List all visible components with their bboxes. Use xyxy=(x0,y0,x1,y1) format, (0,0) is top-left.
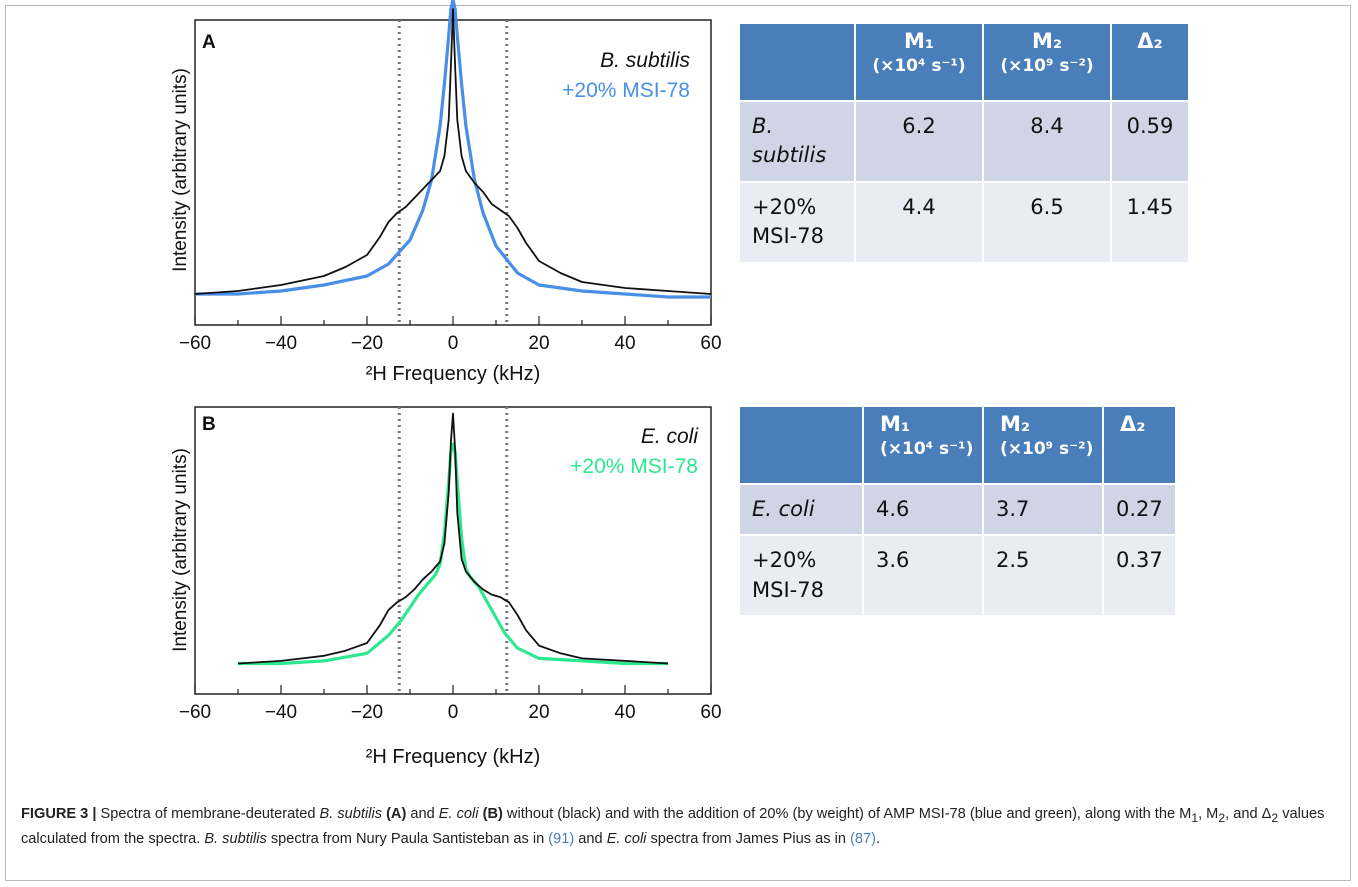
x-axis-ticks xyxy=(194,316,712,325)
cell-delta2: 0.27 xyxy=(1104,485,1175,535)
header-m2: M₂ (×10⁹ s⁻²) xyxy=(984,407,1102,483)
cell-m2: 6.5 xyxy=(984,182,1110,262)
legend-black-label: E. coli xyxy=(641,425,700,448)
cell-m1: 4.6 xyxy=(864,485,982,535)
cell-m1: 4.4 xyxy=(856,182,982,262)
x-tick-label: −40 xyxy=(265,702,297,723)
cell-m2: 8.4 xyxy=(984,102,1110,181)
x-axis-label: ²H Frequency (kHz) xyxy=(366,363,540,385)
x-tick-label: 20 xyxy=(528,333,549,354)
x-tick-label: 0 xyxy=(448,333,459,354)
y-axis-label: Intensity (arbitrary units) xyxy=(170,448,191,652)
cell-delta2: 0.37 xyxy=(1104,536,1175,616)
x-tick-label: 60 xyxy=(700,702,721,723)
row-label: B. subtilis xyxy=(740,102,854,181)
x-tick-label: 60 xyxy=(700,333,721,354)
header-delta2: Δ₂ xyxy=(1112,24,1188,100)
row-label: E. coli xyxy=(740,485,862,535)
series-line-blue xyxy=(195,0,711,299)
legend-color-label: +20% MSI-78 xyxy=(570,455,698,478)
panel-label: B xyxy=(202,414,216,435)
cell-m2: 2.5 xyxy=(984,536,1102,616)
x-tick-label: −20 xyxy=(351,702,383,723)
moments-table-b: M₁ (×10⁴ s⁻¹) M₂ (×10⁹ s⁻²) Δ₂ E. coli 4.6… xyxy=(738,405,1177,617)
row-label: +20% MSI-78 xyxy=(740,182,854,262)
table-header-row: M₁ (×10⁴ s⁻¹) M₂ (×10⁹ s⁻²) Δ₂ xyxy=(740,24,1188,100)
cell-m1: 6.2 xyxy=(856,102,982,181)
header-delta2: Δ₂ xyxy=(1104,407,1175,483)
x-tick-label: −60 xyxy=(179,333,211,354)
header-blank xyxy=(740,407,862,483)
cell-m2: 3.7 xyxy=(984,485,1102,535)
table-row: +20% MSI-78 3.6 2.5 0.37 xyxy=(740,536,1175,616)
x-axis-label: ²H Frequency (kHz) xyxy=(366,746,540,768)
panel-label: A xyxy=(202,32,216,53)
series-line-green xyxy=(238,442,668,666)
x-tick-label: −40 xyxy=(265,333,297,354)
moments-table-a: M₁ (×10⁴ s⁻¹) M₂ (×10⁹ s⁻²) Δ₂ B. subtilis… xyxy=(738,22,1190,264)
x-tick-label: −60 xyxy=(179,702,211,723)
series-line-black xyxy=(194,8,712,295)
reference-link[interactable]: (87) xyxy=(850,830,876,847)
row-label: +20% MSI-78 xyxy=(740,536,862,616)
cell-m1: 3.6 xyxy=(864,536,982,616)
cell-delta2: 1.45 xyxy=(1112,182,1188,262)
cell-delta2: 0.59 xyxy=(1112,102,1188,181)
x-tick-label: 40 xyxy=(614,702,635,723)
x-tick-label: 40 xyxy=(614,333,635,354)
table-row: B. subtilis 6.2 8.4 0.59 xyxy=(740,102,1188,181)
legend-color-label: +20% MSI-78 xyxy=(562,79,690,102)
header-m1: M₁ (×10⁴ s⁻¹) xyxy=(856,24,982,100)
figure-label: FIGURE 3 | xyxy=(21,806,97,822)
table-row: +20% MSI-78 4.4 6.5 1.45 xyxy=(740,182,1188,262)
table-header-row: M₁ (×10⁴ s⁻¹) M₂ (×10⁹ s⁻²) Δ₂ xyxy=(740,407,1175,483)
x-tick-label: 0 xyxy=(448,702,459,723)
legend-black-label: B. subtilis xyxy=(600,49,690,72)
figure-frame xyxy=(5,5,1351,881)
x-tick-label: 20 xyxy=(528,702,549,723)
panel-b-chart: −60 −40 −20 0 20 40 60 B E. coli +20% MSI-78 ²… xyxy=(170,406,722,768)
table-row: E. coli 4.6 3.7 0.27 xyxy=(740,485,1175,535)
reference-link[interactable]: (91) xyxy=(548,830,575,847)
panel-a-chart: −60 −40 −20 0 20 40 60 A B. subtilis +20% MSI-… xyxy=(170,0,722,385)
x-tick-label: −20 xyxy=(351,333,383,354)
series-line-black xyxy=(237,412,669,665)
figure-caption: FIGURE 3 | Spectra of membrane-deuterate… xyxy=(21,806,1325,847)
header-blank xyxy=(740,24,854,100)
header-m1: M₁ (×10⁴ s⁻¹) xyxy=(864,407,982,483)
x-axis-ticks xyxy=(194,685,712,694)
y-axis-label: Intensity (arbitrary units) xyxy=(170,68,191,272)
header-m2: M₂ (×10⁹ s⁻²) xyxy=(984,24,1110,100)
